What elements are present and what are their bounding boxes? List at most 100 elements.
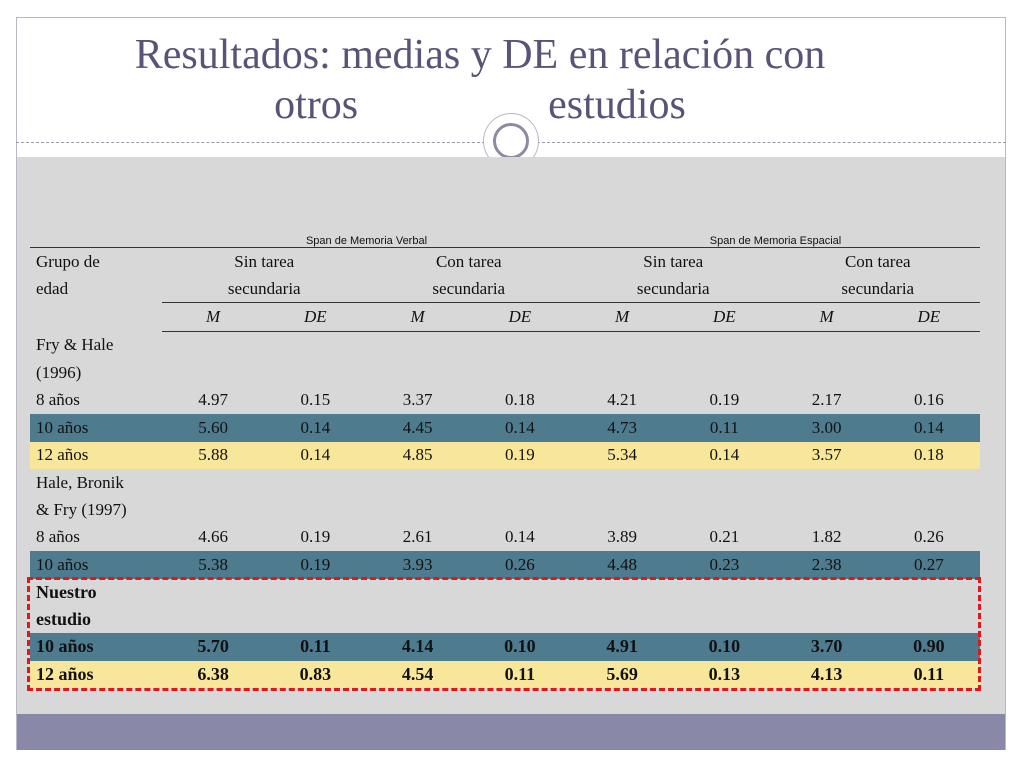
span-header-row: Span de Memoria Verbal Span de Memoria E… (30, 230, 980, 248)
title-word-otros: otros (274, 82, 359, 128)
sd-cell: 0.83 (264, 660, 367, 689)
mean-cell: 3.93 (366, 551, 469, 579)
col-m: M (162, 302, 265, 332)
mean-cell (367, 496, 469, 523)
col-de: DE (468, 302, 571, 332)
subhead-espacial-con: Con tarea secundaria (775, 247, 980, 303)
sd-cell (878, 359, 980, 386)
title-line-2: otros estudios (40, 80, 920, 130)
row-label: 10 años (30, 551, 162, 579)
mean-cell: 5.60 (162, 414, 265, 442)
row-label: 8 años (36, 527, 80, 547)
col-de: DE (877, 302, 980, 332)
sd-cell: 0.27 (877, 551, 980, 579)
col-de: DE (264, 302, 367, 332)
sd-cell (469, 469, 571, 496)
sd-cell: 0.14 (673, 441, 776, 469)
table-row: 12 años 5.88 0.14 4.85 0.19 5.34 0.14 3.57 0.18 (30, 441, 980, 469)
sd-cell: 0.10 (673, 633, 776, 661)
mean-cell: 3.89 (607, 527, 637, 547)
sd-cell (673, 332, 775, 360)
row-label: Hale, Bronik (36, 472, 124, 492)
sd-cell: 0.11 (877, 660, 980, 689)
row-label: 12 años (30, 660, 162, 689)
mean-cell: 3.00 (775, 414, 878, 442)
mean-cell: 1.82 (811, 527, 842, 547)
sd-cell: 0.26 (468, 551, 571, 579)
table-row: estudio (30, 606, 980, 633)
mean-cell: 4.54 (366, 660, 469, 689)
sd-cell: 0.90 (877, 633, 980, 661)
table-row: 12 años 6.38 0.83 4.54 0.11 5.69 0.13 4.13 0.11 (30, 660, 980, 689)
sd-cell: 0.19 (709, 390, 740, 410)
sd-cell: 0.18 (505, 390, 535, 410)
sd-cell: 0.16 (914, 390, 944, 410)
mean-cell (571, 469, 673, 496)
table-row: 10 años 5.60 0.14 4.45 0.14 4.73 0.11 3.00 0.14 (30, 414, 980, 442)
col-de: DE (673, 302, 776, 332)
row-label: & Fry (1997) (36, 500, 127, 520)
row-label: 10 años (30, 414, 162, 442)
mean-cell (571, 496, 673, 523)
title-line-1: Resultados: medias y DE en relación con (134, 32, 826, 78)
mean-cell (162, 496, 264, 523)
sd-cell: 0.11 (468, 660, 571, 689)
sd-cell: 0.14 (877, 414, 980, 442)
mean-cell (571, 332, 673, 360)
row-label: 12 años (30, 441, 162, 469)
row-label: estudio (36, 609, 92, 630)
table-row: 10 años 5.70 0.11 4.14 0.10 4.91 0.10 3.70 0.90 (30, 633, 980, 661)
sd-cell: 0.21 (709, 527, 740, 547)
results-table: Span de Memoria Verbal Span de Memoria E… (30, 230, 980, 689)
row-label: (1996) (36, 363, 82, 383)
mean-cell: 2.61 (402, 527, 433, 547)
row-label: Nuestro (36, 581, 97, 602)
table-row: & Fry (1997) (30, 496, 980, 523)
sd-cell: 0.15 (300, 390, 331, 410)
group-label: Grupo de edad (30, 247, 162, 303)
sd-cell (673, 496, 775, 523)
table-body: Fry & Hale (1996) 8 años 4.97 0.15 3.37 0.18 4.… (30, 332, 980, 689)
table-row: Nuestro (30, 579, 980, 606)
mean-cell: 2.38 (775, 551, 878, 579)
sd-cell: 0.11 (673, 414, 776, 442)
our-study-highlight-box (27, 577, 981, 691)
sd-cell (878, 332, 980, 360)
sd-cell (469, 332, 571, 360)
col-m: M (366, 302, 469, 332)
table-row: Hale, Bronik (30, 469, 980, 496)
mean-cell: 4.85 (366, 441, 469, 469)
mean-cell: 5.69 (571, 660, 674, 689)
sd-cell (264, 469, 366, 496)
sd-cell: 0.14 (264, 441, 367, 469)
subheader-row: Grupo de edad Sin tarea secundaria Con tar… (30, 247, 980, 303)
mean-cell: 4.13 (775, 660, 878, 689)
table-row: Fry & Hale (30, 332, 980, 360)
mean-cell (571, 359, 673, 386)
slide-title: Resultados: medias y DE en relación con … (40, 30, 920, 130)
mean-cell (162, 469, 264, 496)
table-row: 8 años 4.66 0.19 2.61 0.14 3.89 0.21 1.82 0.26 (30, 524, 980, 551)
mean-cell (776, 496, 878, 523)
mean-cell: 3.70 (775, 633, 878, 661)
table-row: 8 años 4.97 0.15 3.37 0.18 4.21 0.19 2.17 0.16 (30, 387, 980, 414)
subhead-espacial-sin: Sin tarea secundaria (571, 247, 776, 303)
table-row: (1996) (30, 359, 980, 386)
mean-cell: 4.21 (607, 390, 637, 410)
sd-cell (878, 496, 980, 523)
mean-cell (776, 469, 878, 496)
subhead-verbal-con: Con tarea secundaria (366, 247, 571, 303)
sd-cell (673, 359, 775, 386)
mean-cell (367, 332, 469, 360)
mean-cell: 2.17 (811, 390, 842, 410)
sd-cell: 0.19 (300, 527, 331, 547)
row-label: Fry & Hale (36, 335, 114, 355)
table-row: 10 años 5.38 0.19 3.93 0.26 4.48 0.23 2.38 0.27 (30, 551, 980, 579)
sd-cell (673, 469, 775, 496)
sd-cell: 0.14 (468, 414, 571, 442)
span-espacial-header: Span de Memoria Espacial (709, 235, 842, 247)
mean-cell: 4.91 (571, 633, 674, 661)
mean-cell: 4.73 (571, 414, 674, 442)
ring-icon (493, 123, 529, 159)
mean-cell (162, 332, 264, 360)
